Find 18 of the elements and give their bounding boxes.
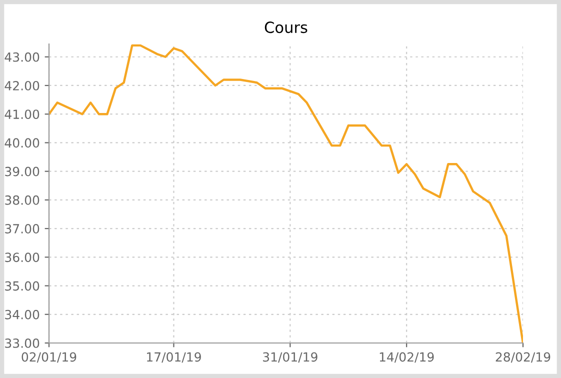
- line-series: [49, 44, 523, 343]
- x-tick-label: 17/01/19: [147, 352, 201, 363]
- x-tick-label: 14/02/19: [380, 352, 434, 363]
- y-tick-label: 34.00: [5, 310, 40, 320]
- y-tick-label: 41.00: [4, 110, 40, 120]
- x-tick-label: 31/01/19: [263, 352, 318, 363]
- x-tick-label: 02/01/19: [22, 352, 76, 363]
- y-tick-label: 35.00: [5, 281, 40, 291]
- y-tick-label: 43.00: [4, 52, 40, 62]
- x-tick-label: 28/02/19: [496, 352, 550, 363]
- chart-title: Cours: [264, 22, 308, 34]
- y-tick-label: 42.00: [4, 80, 40, 90]
- y-tick-label: 39.00: [5, 166, 40, 176]
- y-tick-label: 38.00: [5, 195, 40, 205]
- y-tick-label: 33.00: [5, 338, 40, 348]
- y-tick-label: 36.00: [5, 252, 40, 262]
- y-tick-label: 37.00: [5, 224, 40, 234]
- y-tick-label: 40.00: [4, 138, 40, 148]
